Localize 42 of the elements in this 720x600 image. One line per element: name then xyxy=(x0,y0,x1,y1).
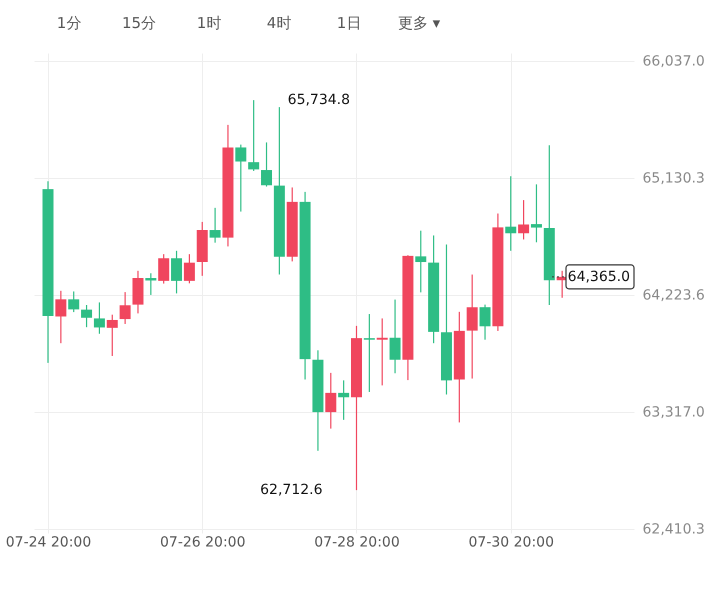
annotation: 65,734.8 xyxy=(288,92,350,108)
candlestick xyxy=(94,302,105,334)
text: 1时 xyxy=(196,14,222,32)
annotation: 62,712.6 xyxy=(260,482,323,498)
candlestick xyxy=(364,313,375,393)
text: 15分 xyxy=(122,14,156,32)
candlestick xyxy=(81,304,92,328)
y-tick-label: 66,037.0 xyxy=(642,54,705,70)
text: 更多 ▾ xyxy=(398,14,441,32)
candlestick xyxy=(158,254,170,284)
x-tick-label: 07-30 20:00 xyxy=(468,534,554,550)
x-tick-label: 07-26 20:00 xyxy=(160,534,246,550)
candlestick xyxy=(210,207,221,244)
candlestick xyxy=(530,184,542,243)
candlestick xyxy=(248,100,260,172)
x-tick-label: 07-24 20:00 xyxy=(6,534,92,550)
candlestick xyxy=(145,272,156,296)
y-tick-label: 62,410.3 xyxy=(642,522,705,538)
candlestick xyxy=(171,250,182,294)
candlestick xyxy=(235,144,246,212)
candlestick xyxy=(325,372,336,430)
y-tick-label: 64,223.6 xyxy=(642,288,705,304)
candlestick xyxy=(55,290,66,344)
candlestick xyxy=(261,142,272,188)
candlestick xyxy=(466,274,478,380)
candlestick xyxy=(415,230,426,293)
text: 1分 xyxy=(56,14,82,32)
candlestick xyxy=(120,291,131,325)
text: 1日 xyxy=(336,14,362,32)
candlestick xyxy=(390,298,401,374)
candlestick xyxy=(480,304,491,340)
candlestick xyxy=(106,314,118,357)
ref-line-label: 64,365.0 xyxy=(568,268,630,285)
candlestick xyxy=(338,380,350,420)
y-tick-label: 65,130.3 xyxy=(642,170,705,187)
x-tick-label: 07-28 20:00 xyxy=(314,534,400,550)
candlestick xyxy=(68,290,80,313)
candlestick xyxy=(518,199,530,240)
candlestick xyxy=(505,176,516,252)
y-tick-label: 63,317.0 xyxy=(642,404,705,421)
candlestick xyxy=(184,254,195,284)
text: 4时 xyxy=(266,14,292,32)
